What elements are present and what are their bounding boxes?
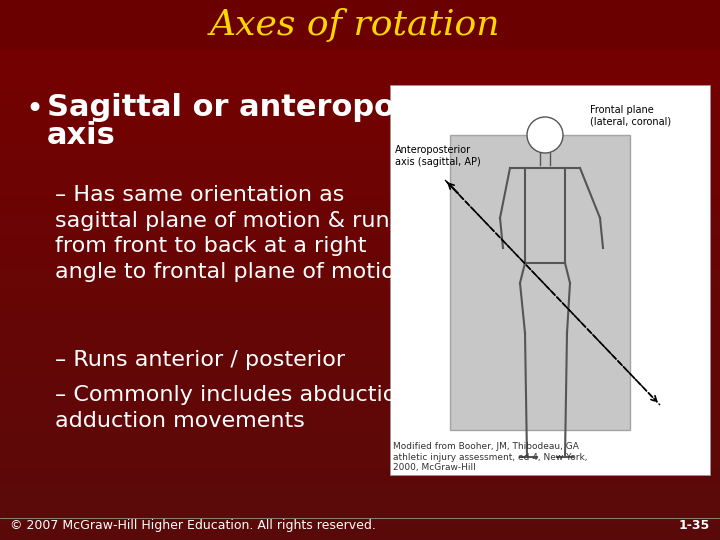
Circle shape <box>527 117 563 153</box>
Text: – Has same orientation as
sagittal plane of motion & runs
from front to back at : – Has same orientation as sagittal plane… <box>55 185 409 282</box>
Bar <box>390 85 710 475</box>
Text: Axes of rotation: Axes of rotation <box>210 8 500 42</box>
Text: 1-35: 1-35 <box>679 519 710 532</box>
Text: Frontal plane
(lateral, coronal): Frontal plane (lateral, coronal) <box>590 105 671 126</box>
Text: – Runs anterior / posterior: – Runs anterior / posterior <box>55 350 345 370</box>
Bar <box>450 135 630 430</box>
Text: axis: axis <box>47 121 116 150</box>
Text: Anteroposterior
axis (sagittal, AP): Anteroposterior axis (sagittal, AP) <box>395 145 481 167</box>
Text: Sagittal or anteroposterior: Sagittal or anteroposterior <box>47 93 510 122</box>
Text: © 2007 McGraw-Hill Higher Education. All rights reserved.: © 2007 McGraw-Hill Higher Education. All… <box>10 519 376 532</box>
Text: Modified from Booher, JM, Thibodeau, GA
athletic injury assessment, ed 4, New Yo: Modified from Booher, JM, Thibodeau, GA … <box>393 442 588 472</box>
Text: – Commonly includes abduction,
adduction movements: – Commonly includes abduction, adduction… <box>55 385 418 430</box>
Text: •: • <box>25 95 43 124</box>
Bar <box>0 0 720 50</box>
